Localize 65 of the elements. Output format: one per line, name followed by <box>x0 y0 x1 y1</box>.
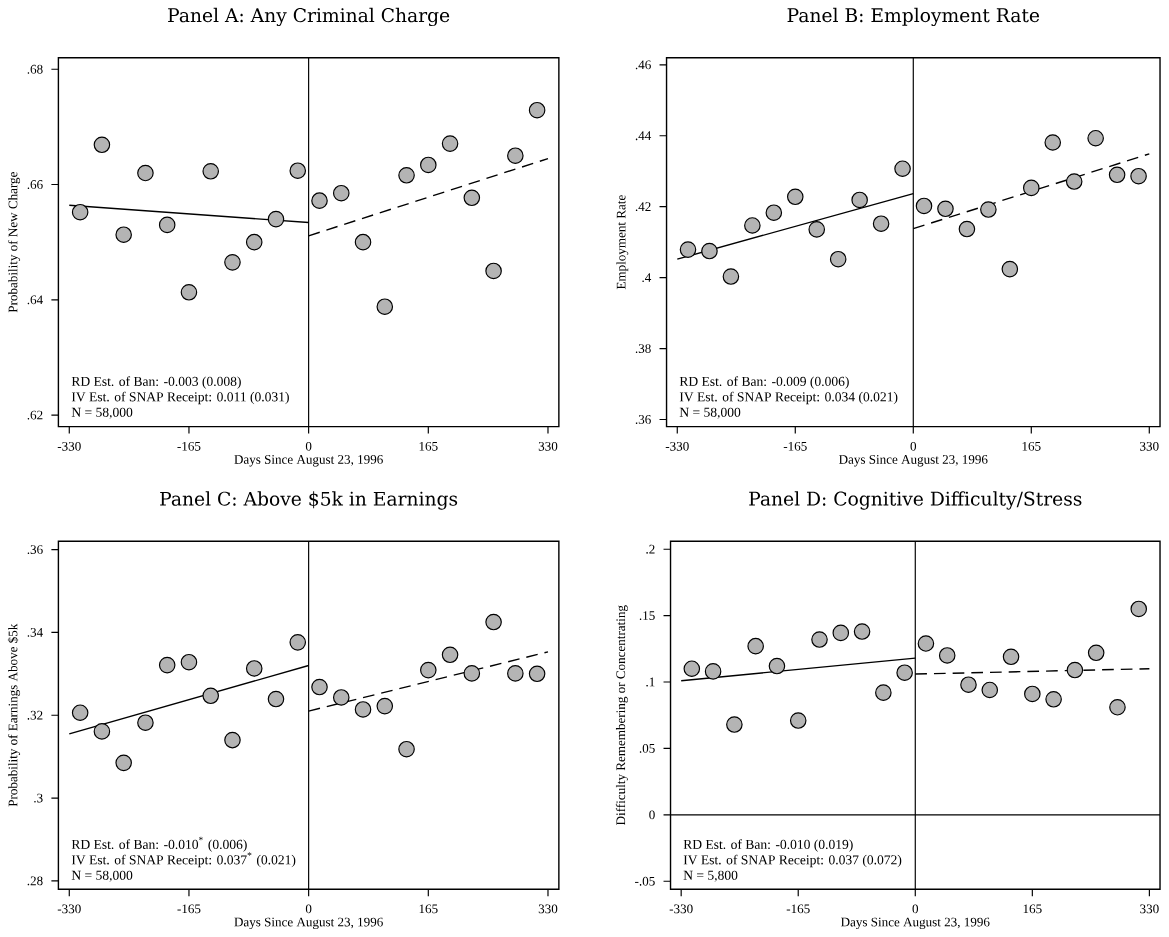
x-tick-label: 0 <box>305 441 312 451</box>
y-tick-label: .62 <box>27 410 43 420</box>
x-tick-label: 0 <box>912 904 919 914</box>
y-tick-label: .46 <box>635 60 651 70</box>
x-tick-label: 165 <box>419 904 438 914</box>
annotation: RD Est. of Ban: -0.009 (0.006) <box>679 376 849 389</box>
x-tick-label: -330 <box>57 441 81 451</box>
annotation: N = 58,000 <box>71 870 133 882</box>
x-tick-label: 330 <box>1140 441 1159 451</box>
x-tick-label: 0 <box>910 441 917 451</box>
annotation: RD Est. of Ban: -0.003 (0.008) <box>71 376 241 389</box>
x-tick-label: -330 <box>665 441 689 451</box>
x-axis-title: Days Since August 23, 1996 <box>234 455 383 467</box>
annotation: RD Est. of Ban: -0.010 (0.019) <box>683 839 853 852</box>
x-tick-label: 330 <box>1140 904 1159 914</box>
y-axis-title: Probability of Earnings Above $5k <box>7 623 21 807</box>
annotation: IV Est. of SNAP Receipt: 0.011 (0.031) <box>71 391 289 405</box>
chart-title: Panel C: Above $5k in Earnings <box>160 491 458 510</box>
y-tick-label: -.05 <box>635 876 655 886</box>
annotation: N = 5,800 <box>683 870 738 882</box>
y-tick-label: .42 <box>635 202 651 212</box>
x-tick-label: -165 <box>177 441 201 451</box>
annotation: N = 58,000 <box>679 407 741 419</box>
y-axis-title: Difficulty Remembering or Concentrating <box>615 605 628 826</box>
x-tick-label: -165 <box>783 441 807 451</box>
y-tick-label: .4 <box>642 273 652 283</box>
y-tick-label: 0 <box>649 810 655 820</box>
x-axis-title: Days Since August 23, 1996 <box>234 917 383 930</box>
x-tick-label: -165 <box>177 904 201 914</box>
y-tick-label: .68 <box>27 64 43 74</box>
chart-title: Panel A: Any Criminal Charge <box>168 7 450 27</box>
y-tick-label: .36 <box>635 415 651 424</box>
y-tick-label: .34 <box>27 628 43 637</box>
chart-title: Panel D: Cognitive Difficulty/Stress <box>749 491 1082 510</box>
x-tick-label: -165 <box>786 904 810 914</box>
x-tick-label: 165 <box>1022 441 1041 451</box>
y-axis-title: Employment Rate <box>616 195 629 290</box>
y-tick-label: .32 <box>27 710 43 720</box>
y-tick-label: .15 <box>639 611 655 621</box>
y-tick-label: .3 <box>34 793 43 803</box>
chart-title: Panel B: Employment Rate <box>787 7 1040 27</box>
y-axis-title: Probability of New Charge <box>8 172 21 313</box>
x-tick-label: 165 <box>1023 904 1042 914</box>
annotation: IV Est. of SNAP Receipt: 0.037$^{*}$ (0.021) <box>71 852 296 868</box>
annotation: IV Est. of SNAP Receipt: 0.034 (0.021) <box>679 391 898 405</box>
y-tick-label: .36 <box>27 545 43 555</box>
x-axis-title: Days Since August 23, 1996 <box>838 455 988 467</box>
y-tick-label: .2 <box>646 544 655 554</box>
annotation: N = 58,000 <box>71 407 133 419</box>
x-tick-label: -330 <box>57 904 81 914</box>
x-tick-label: 330 <box>538 904 558 914</box>
y-tick-label: .64 <box>27 295 43 305</box>
x-axis-title: Days Since August 23, 1996 <box>840 917 990 930</box>
y-tick-label: .66 <box>27 180 43 189</box>
y-tick-label: .44 <box>635 131 652 141</box>
y-tick-label: .05 <box>639 744 655 753</box>
y-tick-label: .28 <box>27 876 43 886</box>
x-tick-label: 0 <box>305 904 312 914</box>
x-tick-label: 330 <box>538 441 558 451</box>
annotation: IV Est. of SNAP Receipt: 0.037 (0.072) <box>683 854 902 868</box>
x-tick-label: 165 <box>419 441 438 451</box>
y-tick-label: .38 <box>635 344 651 354</box>
annotation: RD Est. of Ban: -0.010$^{*}$ (0.006) <box>71 836 247 852</box>
y-tick-label: .1 <box>646 677 655 687</box>
x-tick-label: -330 <box>669 904 693 914</box>
